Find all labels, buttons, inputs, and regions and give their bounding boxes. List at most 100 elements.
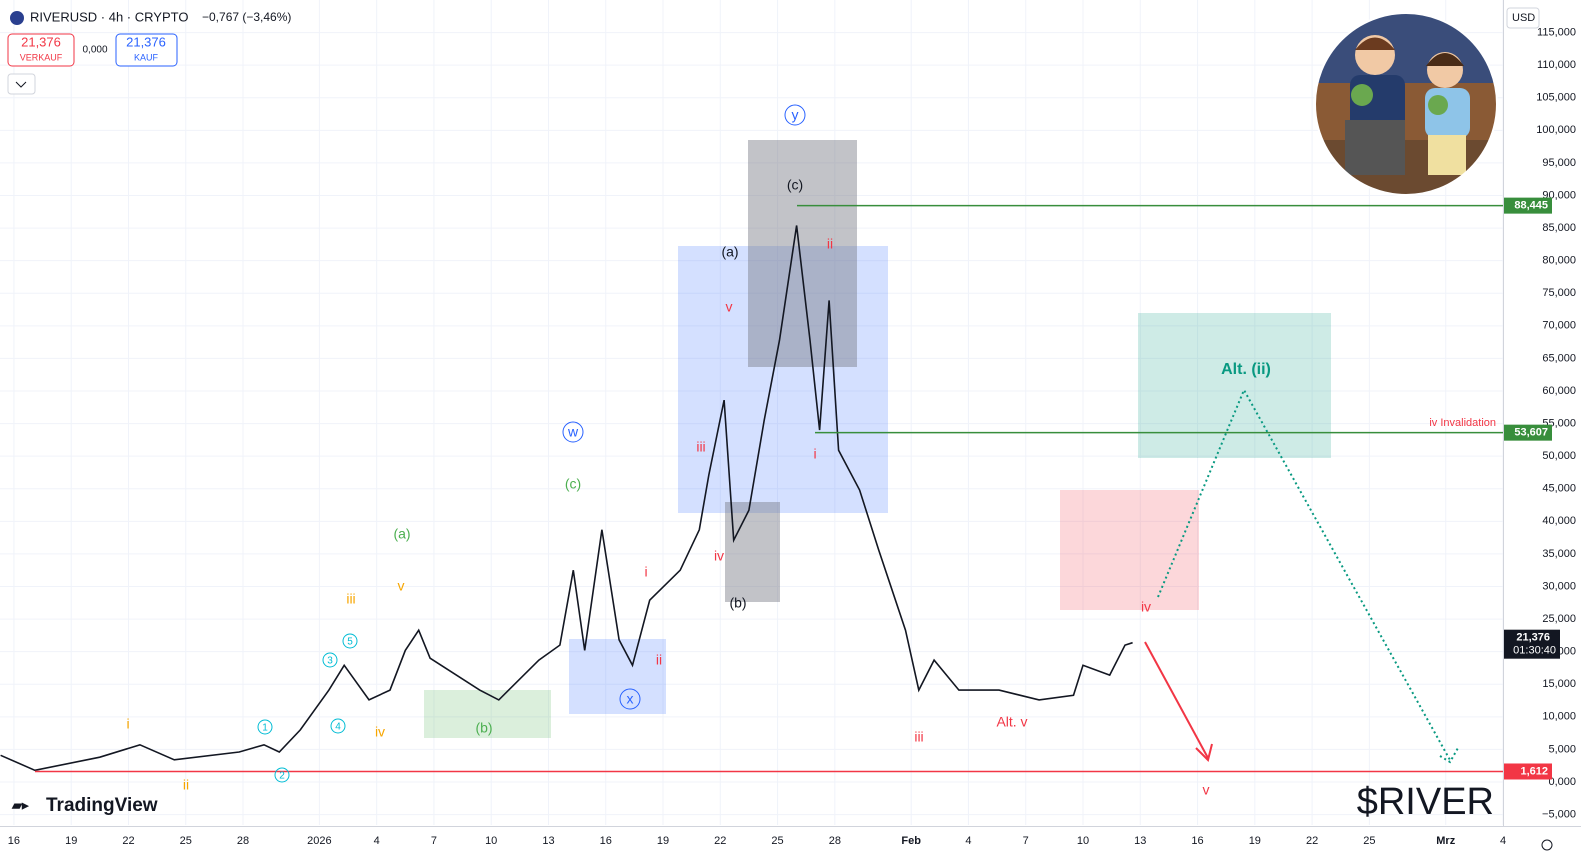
symbol-logo bbox=[10, 11, 24, 25]
y-tick-label: 80,000 bbox=[1542, 255, 1576, 267]
x-tick-label: 2026 bbox=[307, 835, 331, 847]
wave-label: (a) bbox=[393, 526, 410, 542]
x-tick-label: 10 bbox=[1077, 835, 1089, 847]
arrow-head bbox=[1195, 743, 1213, 762]
price-tag bbox=[1504, 197, 1552, 214]
wave-label: 1 bbox=[262, 723, 268, 734]
sell-button[interactable] bbox=[7, 33, 75, 67]
wave-label: iv bbox=[714, 548, 724, 564]
axes: −5,000 0,000 5,000 10,000 15,000 2 0,000 25,000… bbox=[8, 26, 1576, 846]
buy-price[interactable]: 21,376 bbox=[126, 34, 166, 49]
y-tick-label: 25,000 bbox=[1542, 613, 1576, 625]
y-tick-label: −5,000 bbox=[1542, 808, 1576, 820]
price-tag bbox=[1504, 424, 1552, 441]
zone bbox=[725, 502, 780, 602]
wave-label: ii bbox=[827, 236, 833, 252]
plot bbox=[0, 204, 1503, 773]
wave-label: x bbox=[627, 691, 634, 707]
y-tick-label: 75,000 bbox=[1542, 287, 1576, 299]
wave-label: i bbox=[126, 716, 129, 732]
x-tick-label: 19 bbox=[657, 835, 669, 847]
x-tick-label: Feb bbox=[901, 835, 921, 847]
y-tick-label: 0,000 bbox=[1548, 776, 1576, 788]
y-tick-label: 115,000 bbox=[1537, 26, 1576, 38]
x-tick-label: 25 bbox=[1363, 835, 1375, 847]
x-tick-label: 22 bbox=[122, 835, 134, 847]
buy-button[interactable] bbox=[115, 33, 178, 67]
x-tick-label: 28 bbox=[829, 835, 841, 847]
x-tick-label: 22 bbox=[1306, 835, 1318, 847]
wave-label: w bbox=[567, 424, 579, 440]
y-tick-label: 70,000 bbox=[1542, 320, 1576, 332]
x-tick-label: 7 bbox=[431, 835, 437, 847]
y-tick-label: 15,000 bbox=[1542, 678, 1576, 690]
x-tick-label: 19 bbox=[65, 835, 77, 847]
settings-icon[interactable] bbox=[1541, 839, 1553, 851]
y-tick-label: 110,000 bbox=[1537, 59, 1576, 71]
price-line bbox=[0, 225, 1133, 772]
x-tick-label: 25 bbox=[771, 835, 783, 847]
chevron[interactable] bbox=[15, 81, 27, 88]
brand-logo: ▰▸ bbox=[11, 797, 30, 812]
wave-label: iv bbox=[375, 724, 385, 740]
price-tag-label: 53,607 bbox=[1514, 427, 1548, 439]
spread: 0,000 bbox=[82, 45, 107, 56]
price-tag-label: 1,612 bbox=[1520, 765, 1548, 777]
wave-label: Alt. v bbox=[996, 714, 1027, 730]
y-tick-label: 30,000 bbox=[1542, 580, 1576, 592]
avatar bbox=[1314, 12, 1498, 196]
y-tick-label: 40,000 bbox=[1542, 515, 1576, 527]
projection-head bbox=[1439, 747, 1459, 764]
wave-label: ii bbox=[183, 777, 189, 793]
wave-label: i bbox=[813, 446, 816, 462]
zone bbox=[569, 639, 666, 714]
wave-label: (b) bbox=[475, 720, 492, 736]
brand: TradingView bbox=[46, 795, 158, 816]
sell-label[interactable]: VERKAUF bbox=[20, 52, 63, 62]
zone bbox=[1060, 490, 1199, 610]
y-tick-label: 100,000 bbox=[1536, 124, 1576, 136]
symbol: RIVERUSD · 4h · CRYPTO bbox=[30, 9, 188, 24]
x-tick-label: 16 bbox=[600, 835, 612, 847]
zone bbox=[748, 140, 857, 367]
sell-price[interactable]: 21,376 bbox=[21, 34, 61, 49]
wave-label: ii bbox=[656, 652, 662, 668]
currency-button[interactable] bbox=[1506, 7, 1540, 29]
wave-label: y bbox=[792, 107, 799, 123]
currency[interactable]: USD bbox=[1512, 12, 1535, 24]
zone bbox=[1138, 313, 1331, 458]
y-tick-label: 35,000 bbox=[1542, 548, 1576, 560]
wave-label: i bbox=[644, 564, 647, 580]
y-tick-label: 85,000 bbox=[1542, 222, 1576, 234]
wave-label: 2 bbox=[279, 771, 285, 782]
wave-label: (c) bbox=[787, 177, 803, 193]
invalidation-label: iv Invalidation bbox=[1429, 417, 1496, 429]
y-tick-label: 105,000 bbox=[1536, 92, 1576, 104]
x-tick-label: 16 bbox=[1191, 835, 1203, 847]
projection bbox=[1157, 387, 1451, 761]
x-tick-label: 4 bbox=[965, 835, 971, 847]
x-tick-label: 22 bbox=[714, 835, 726, 847]
wave-label: 5 bbox=[347, 637, 353, 648]
wave-label: v bbox=[1203, 782, 1210, 798]
x-tick-label: 4 bbox=[374, 835, 380, 847]
wave-label: iv bbox=[1141, 599, 1151, 615]
annotations: y (c) (a) ii v iii i iv (b) w (c) (a) v … bbox=[126, 107, 1496, 798]
y-tick-label: 60,000 bbox=[1542, 385, 1576, 397]
wave-label: 4 bbox=[335, 722, 341, 733]
x-tick-label: 7 bbox=[1023, 835, 1029, 847]
x-tick-label: 13 bbox=[1134, 835, 1146, 847]
y-tick-label: 65,000 bbox=[1542, 352, 1576, 364]
wave-label: Alt. (ii) bbox=[1221, 361, 1271, 378]
collapse-button[interactable] bbox=[7, 73, 36, 95]
y-tick-label: 95,000 bbox=[1542, 157, 1576, 169]
wave-label: iii bbox=[696, 439, 705, 455]
x-tick-label: Mrz bbox=[1436, 835, 1455, 847]
last-price-tag bbox=[1504, 629, 1560, 659]
change: −0,767 (−3,46%) bbox=[202, 10, 291, 24]
x-tick-label: 16 bbox=[8, 835, 20, 847]
watermark: $RIVER bbox=[1357, 781, 1494, 823]
y-tick-label: 45,000 bbox=[1542, 483, 1576, 495]
buy-label[interactable]: KAUF bbox=[134, 52, 159, 62]
